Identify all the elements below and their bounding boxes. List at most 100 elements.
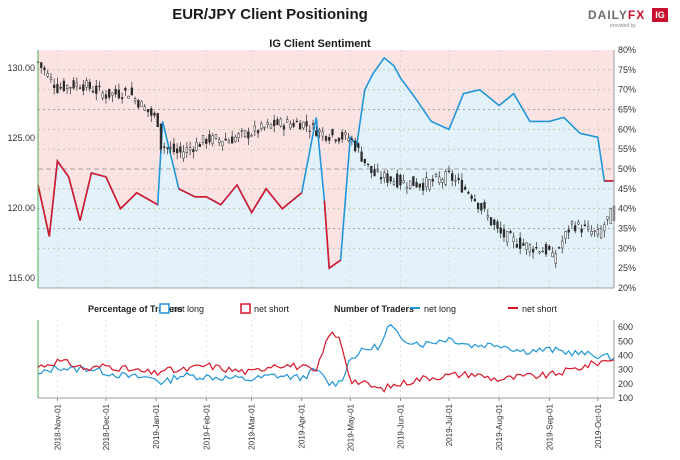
price-candle (331, 128, 334, 136)
price-candle (392, 181, 396, 185)
price-candle (104, 94, 108, 99)
price-candle (62, 80, 66, 92)
price-candle (337, 137, 341, 142)
date-tick-label: 2019-Aug-01 (495, 403, 504, 450)
price-candle (69, 87, 72, 89)
price-candle (480, 203, 483, 211)
price-candle (544, 244, 548, 255)
price-candle (243, 130, 247, 137)
pct-tick-label: 60% (618, 124, 636, 134)
price-candle (127, 95, 130, 99)
price-candle (561, 240, 564, 249)
price-candle (489, 217, 493, 226)
price-candle (43, 67, 46, 71)
price-candle (389, 176, 392, 182)
price-candle (282, 125, 286, 130)
price-candle (240, 130, 244, 132)
price-candle (117, 89, 121, 99)
price-candle (567, 229, 570, 233)
price-candle (188, 147, 192, 151)
price-candle (46, 72, 49, 77)
date-tick-label: 2019-Jan-01 (152, 403, 161, 448)
price-candle (182, 151, 185, 159)
chart-subtitle: IG Client Sentiment (269, 38, 371, 50)
price-candle (467, 191, 470, 194)
net-long-count-line (37, 323, 615, 388)
pct-tick-label: 55% (618, 144, 636, 154)
date-tick-label: 2018-Nov-01 (53, 403, 62, 450)
legend-pct-short-label: net short (254, 304, 290, 314)
price-candle (56, 84, 59, 93)
price-candle (383, 172, 386, 178)
price-candle (146, 109, 150, 113)
traders-tick-label: 300 (618, 365, 633, 375)
price-candle (179, 146, 182, 153)
dailyfx-logo: DAILYFX provided by IG (588, 6, 680, 32)
price-candle (457, 177, 460, 180)
price-candle (431, 178, 434, 182)
price-candle (253, 125, 256, 132)
price-candle (557, 247, 561, 249)
traders-tick-label: 400 (618, 350, 633, 360)
price-candle (454, 180, 457, 182)
price-candle (269, 123, 273, 129)
pct-tick-label: 70% (618, 85, 636, 95)
price-candle (40, 62, 43, 68)
logo-tagline: provided by (610, 23, 636, 29)
price-candle (266, 122, 269, 125)
price-candle (120, 97, 124, 100)
price-candle (328, 137, 331, 141)
price-candle (101, 92, 104, 99)
price-candle (357, 143, 360, 148)
price-candle (276, 119, 279, 125)
price-candle (421, 182, 425, 191)
price-candle (130, 87, 133, 96)
price-candle (185, 147, 189, 153)
price-candle (172, 143, 176, 153)
legend-num-long-label: net long (424, 304, 456, 314)
price-candle (486, 215, 489, 218)
price-candle (289, 123, 292, 129)
price-candle (49, 76, 53, 80)
price-candle (250, 135, 253, 137)
price-candle (153, 112, 156, 116)
price-candle (308, 130, 311, 133)
price-candle (227, 140, 231, 144)
price-candle (224, 138, 227, 141)
price-candle (580, 228, 583, 233)
price-candle (195, 142, 198, 151)
pct-tick-label: 75% (618, 65, 636, 75)
price-candle (509, 231, 512, 234)
price-candle (279, 118, 282, 127)
price-candle (302, 121, 305, 129)
price-candle (59, 86, 62, 89)
legend-pct-long-label: net long (172, 304, 204, 314)
price-candle (353, 140, 357, 152)
price-candle (263, 126, 266, 129)
price-candle (247, 131, 250, 139)
price-candle (78, 87, 82, 89)
net-short-count-line (37, 331, 615, 393)
price-candle (350, 138, 354, 140)
price-candle (344, 132, 347, 135)
price-candle (95, 85, 98, 94)
price-candle (441, 179, 444, 183)
legend: Percentage of Traders net long net short… (88, 303, 558, 314)
price-candle (53, 84, 56, 88)
price-candle (159, 123, 163, 150)
price-candle (111, 92, 114, 96)
pct-tick-label: 35% (618, 224, 636, 234)
net-short-pct-line (323, 200, 342, 270)
price-candle (140, 101, 143, 107)
price-candle (538, 251, 541, 254)
price-candle (447, 170, 451, 173)
date-tick-label: 2019-Sep-01 (545, 403, 554, 450)
price-candle (373, 169, 376, 177)
price-candle (599, 227, 603, 239)
legend-pct-title: Percentage of Traders (88, 304, 183, 314)
price-candle (169, 147, 172, 149)
price-candle (201, 135, 205, 143)
date-tick-label: 2019-Jul-01 (445, 403, 454, 446)
price-candle (386, 173, 389, 183)
price-candle (347, 138, 350, 141)
